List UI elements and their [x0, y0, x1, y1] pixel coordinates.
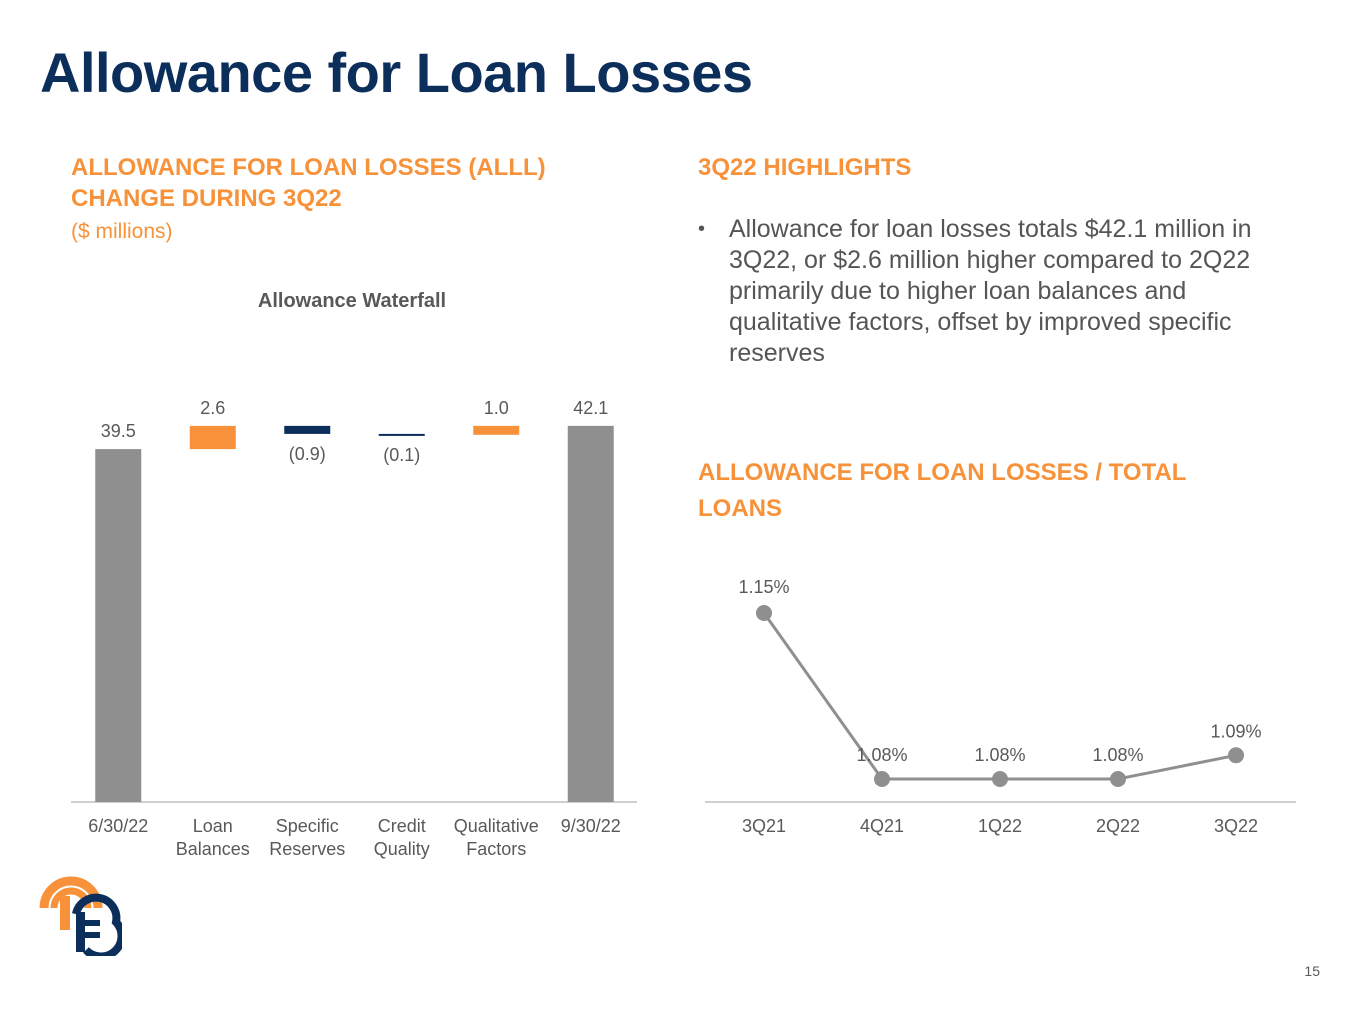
waterfall-category-label: Loan: [193, 816, 233, 836]
waterfall-data-label: 2.6: [200, 398, 225, 418]
ratio-line-chart: 1.15% 3Q21 1.08% 4Q21 1.08% 1Q22 1.08% 2Q22 1.09…: [705, 577, 1296, 836]
waterfall-section-heading: ALLOWANCE FOR LOAN LOSSES (ALLL) CHANGE …: [71, 154, 546, 212]
ratio-data-label: 1.08%: [974, 745, 1025, 765]
ratio-data-point: [1110, 771, 1126, 787]
waterfall-category-label: Credit: [378, 816, 426, 836]
waterfall-bar: [378, 433, 425, 436]
highlight-text: Allowance for loan losses totals $42.1 m…: [729, 215, 1252, 367]
waterfall-category-label: 9/30/22: [561, 816, 621, 836]
waterfall-data-label: 39.5: [101, 421, 136, 441]
ratio-data-point: [874, 771, 890, 787]
ratio-category-label: 3Q22: [1214, 816, 1258, 836]
highlights-heading: 3Q22 HIGHLIGHTS: [698, 154, 912, 181]
ratio-data-point: [992, 771, 1008, 787]
ratio-data-label: 1.08%: [1092, 745, 1143, 765]
ratio-data-point: [756, 605, 772, 621]
waterfall-data-label: (0.9): [289, 444, 326, 464]
waterfall-category-label: Balances: [176, 839, 250, 859]
ratio-category-label: 4Q21: [860, 816, 904, 836]
waterfall-data-label: (0.1): [383, 445, 420, 465]
page-number: 15: [1304, 963, 1320, 979]
waterfall-category-label: Reserves: [269, 839, 345, 859]
ratio-category-label: 2Q22: [1096, 816, 1140, 836]
bullet-dot-icon: •: [698, 218, 706, 240]
ratio-data-label: 1.15%: [738, 577, 789, 597]
units-label: ($ millions): [71, 220, 173, 243]
waterfall-category-label: Factors: [466, 839, 526, 859]
ratio-data-label: 1.09%: [1210, 721, 1261, 741]
waterfall-bar: [473, 425, 520, 435]
page-title: Allowance for Loan Losses: [40, 41, 753, 104]
waterfall-category-label: Specific: [276, 816, 339, 836]
waterfall-bar: [189, 425, 236, 450]
bank-logo-icon: [39, 876, 122, 956]
ratio-category-label: 3Q21: [742, 816, 786, 836]
waterfall-data-label: 42.1: [573, 398, 608, 418]
waterfall-category-label: 6/30/22: [88, 816, 148, 836]
ratio-data-label: 1.08%: [856, 745, 907, 765]
ratio-data-point: [1228, 747, 1244, 764]
waterfall-bar: [284, 425, 331, 434]
highlights-list: • Allowance for loan losses totals $42.1 …: [698, 214, 1298, 369]
waterfall-category-label: Quality: [374, 839, 430, 859]
waterfall-category-label: Qualitative: [454, 816, 539, 836]
waterfall-bar: [567, 425, 614, 802]
waterfall-data-label: 1.0: [484, 398, 509, 418]
ratio-category-label: 1Q22: [978, 816, 1022, 836]
waterfall-chart: 39.5 6/30/22 2.6 Loan Balances (0.9) Specific R…: [71, 398, 637, 859]
waterfall-chart-title: Allowance Waterfall: [258, 290, 446, 312]
ratio-section-heading: ALLOWANCE FOR LOAN LOSSES / TOTAL LOANS: [698, 459, 1187, 522]
waterfall-bar: [95, 449, 142, 802]
highlight-bullet: • Allowance for loan losses totals $42.1 …: [698, 214, 1298, 369]
